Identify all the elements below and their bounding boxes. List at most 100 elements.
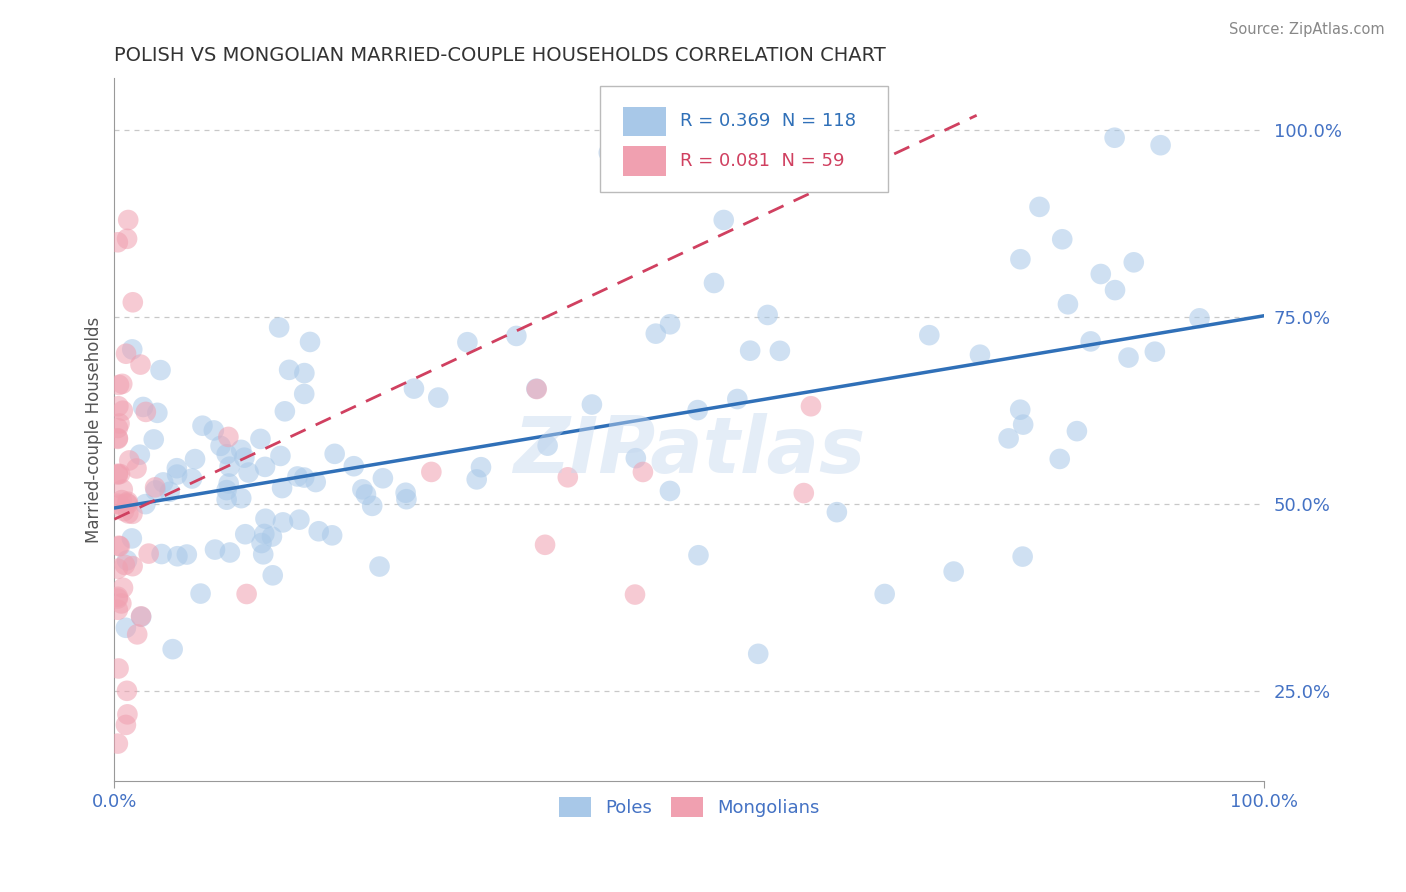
Point: [138, 547, 160, 561]
FancyBboxPatch shape: [599, 87, 889, 193]
Point: [219, 545, 242, 559]
Point: [231, 491, 253, 505]
Point: [162, 642, 184, 657]
Point: [107, 590, 129, 604]
Point: [111, 376, 134, 391]
Point: [233, 527, 256, 541]
Point: [115, 232, 138, 246]
Point: [107, 399, 129, 413]
Point: [343, 459, 366, 474]
Point: [127, 627, 149, 641]
Point: [254, 512, 277, 526]
Point: [217, 430, 239, 444]
Point: [202, 424, 225, 438]
Point: [321, 528, 343, 542]
Point: [298, 334, 321, 349]
Point: [271, 481, 294, 495]
Point: [135, 405, 157, 419]
Point: [873, 587, 896, 601]
Point: [115, 347, 138, 361]
Point: [108, 378, 131, 392]
Point: [107, 497, 129, 511]
Point: [107, 467, 129, 482]
Point: [125, 461, 148, 475]
Point: [633, 176, 655, 190]
Point: [118, 453, 141, 467]
Point: [110, 498, 132, 512]
Point: [747, 647, 769, 661]
Point: [1011, 549, 1033, 564]
Point: [1057, 297, 1080, 311]
Point: [969, 348, 991, 362]
Point: [108, 417, 131, 431]
Point: [658, 483, 681, 498]
Point: [111, 493, 134, 508]
Point: [107, 661, 129, 675]
Point: [1010, 252, 1032, 267]
Point: [132, 400, 155, 414]
Point: [181, 471, 204, 485]
Point: [115, 553, 138, 567]
Point: [114, 558, 136, 572]
Point: [218, 459, 240, 474]
Point: [121, 507, 143, 521]
Point: [191, 418, 214, 433]
Point: [756, 308, 779, 322]
Point: [111, 403, 134, 417]
Point: [1188, 311, 1211, 326]
Point: [361, 499, 384, 513]
Point: [271, 516, 294, 530]
Point: [352, 483, 374, 497]
Point: [1122, 255, 1144, 269]
Point: [465, 472, 488, 486]
Point: [108, 467, 131, 481]
Point: [176, 548, 198, 562]
Point: [456, 335, 478, 350]
Point: [190, 586, 212, 600]
Point: [287, 469, 309, 483]
Point: [581, 398, 603, 412]
Point: [288, 513, 311, 527]
Point: [1066, 424, 1088, 438]
Point: [115, 683, 138, 698]
Point: [1049, 451, 1071, 466]
Point: [825, 505, 848, 519]
Point: [769, 343, 792, 358]
Point: [115, 496, 138, 510]
Point: [107, 432, 129, 446]
Point: [740, 343, 762, 358]
Point: [231, 442, 253, 457]
Point: [688, 548, 710, 562]
Point: [323, 447, 346, 461]
Point: [1052, 232, 1074, 246]
Point: [215, 483, 238, 497]
Point: [1090, 267, 1112, 281]
Point: [252, 547, 274, 561]
Point: [997, 431, 1019, 445]
Point: [107, 591, 129, 606]
Point: [942, 565, 965, 579]
Point: [308, 524, 330, 539]
Point: [204, 542, 226, 557]
Point: [115, 621, 138, 635]
Text: R = 0.081  N = 59: R = 0.081 N = 59: [681, 152, 845, 169]
Bar: [623, 146, 666, 176]
Point: [1080, 334, 1102, 349]
Bar: [623, 107, 666, 136]
Point: [235, 587, 257, 601]
Point: [536, 439, 558, 453]
Point: [292, 387, 315, 401]
Point: [1143, 344, 1166, 359]
Text: Source: ZipAtlas.com: Source: ZipAtlas.com: [1229, 22, 1385, 37]
Point: [143, 480, 166, 494]
Text: POLISH VS MONGOLIAN MARRIED-COUPLE HOUSEHOLDS CORRELATION CHART: POLISH VS MONGOLIAN MARRIED-COUPLE HOUSE…: [114, 46, 886, 65]
Point: [129, 358, 152, 372]
Point: [107, 603, 129, 617]
Point: [402, 382, 425, 396]
Point: [534, 538, 557, 552]
Point: [278, 363, 301, 377]
Point: [150, 547, 173, 561]
Point: [624, 451, 647, 466]
Point: [111, 483, 134, 497]
Point: [598, 145, 620, 160]
